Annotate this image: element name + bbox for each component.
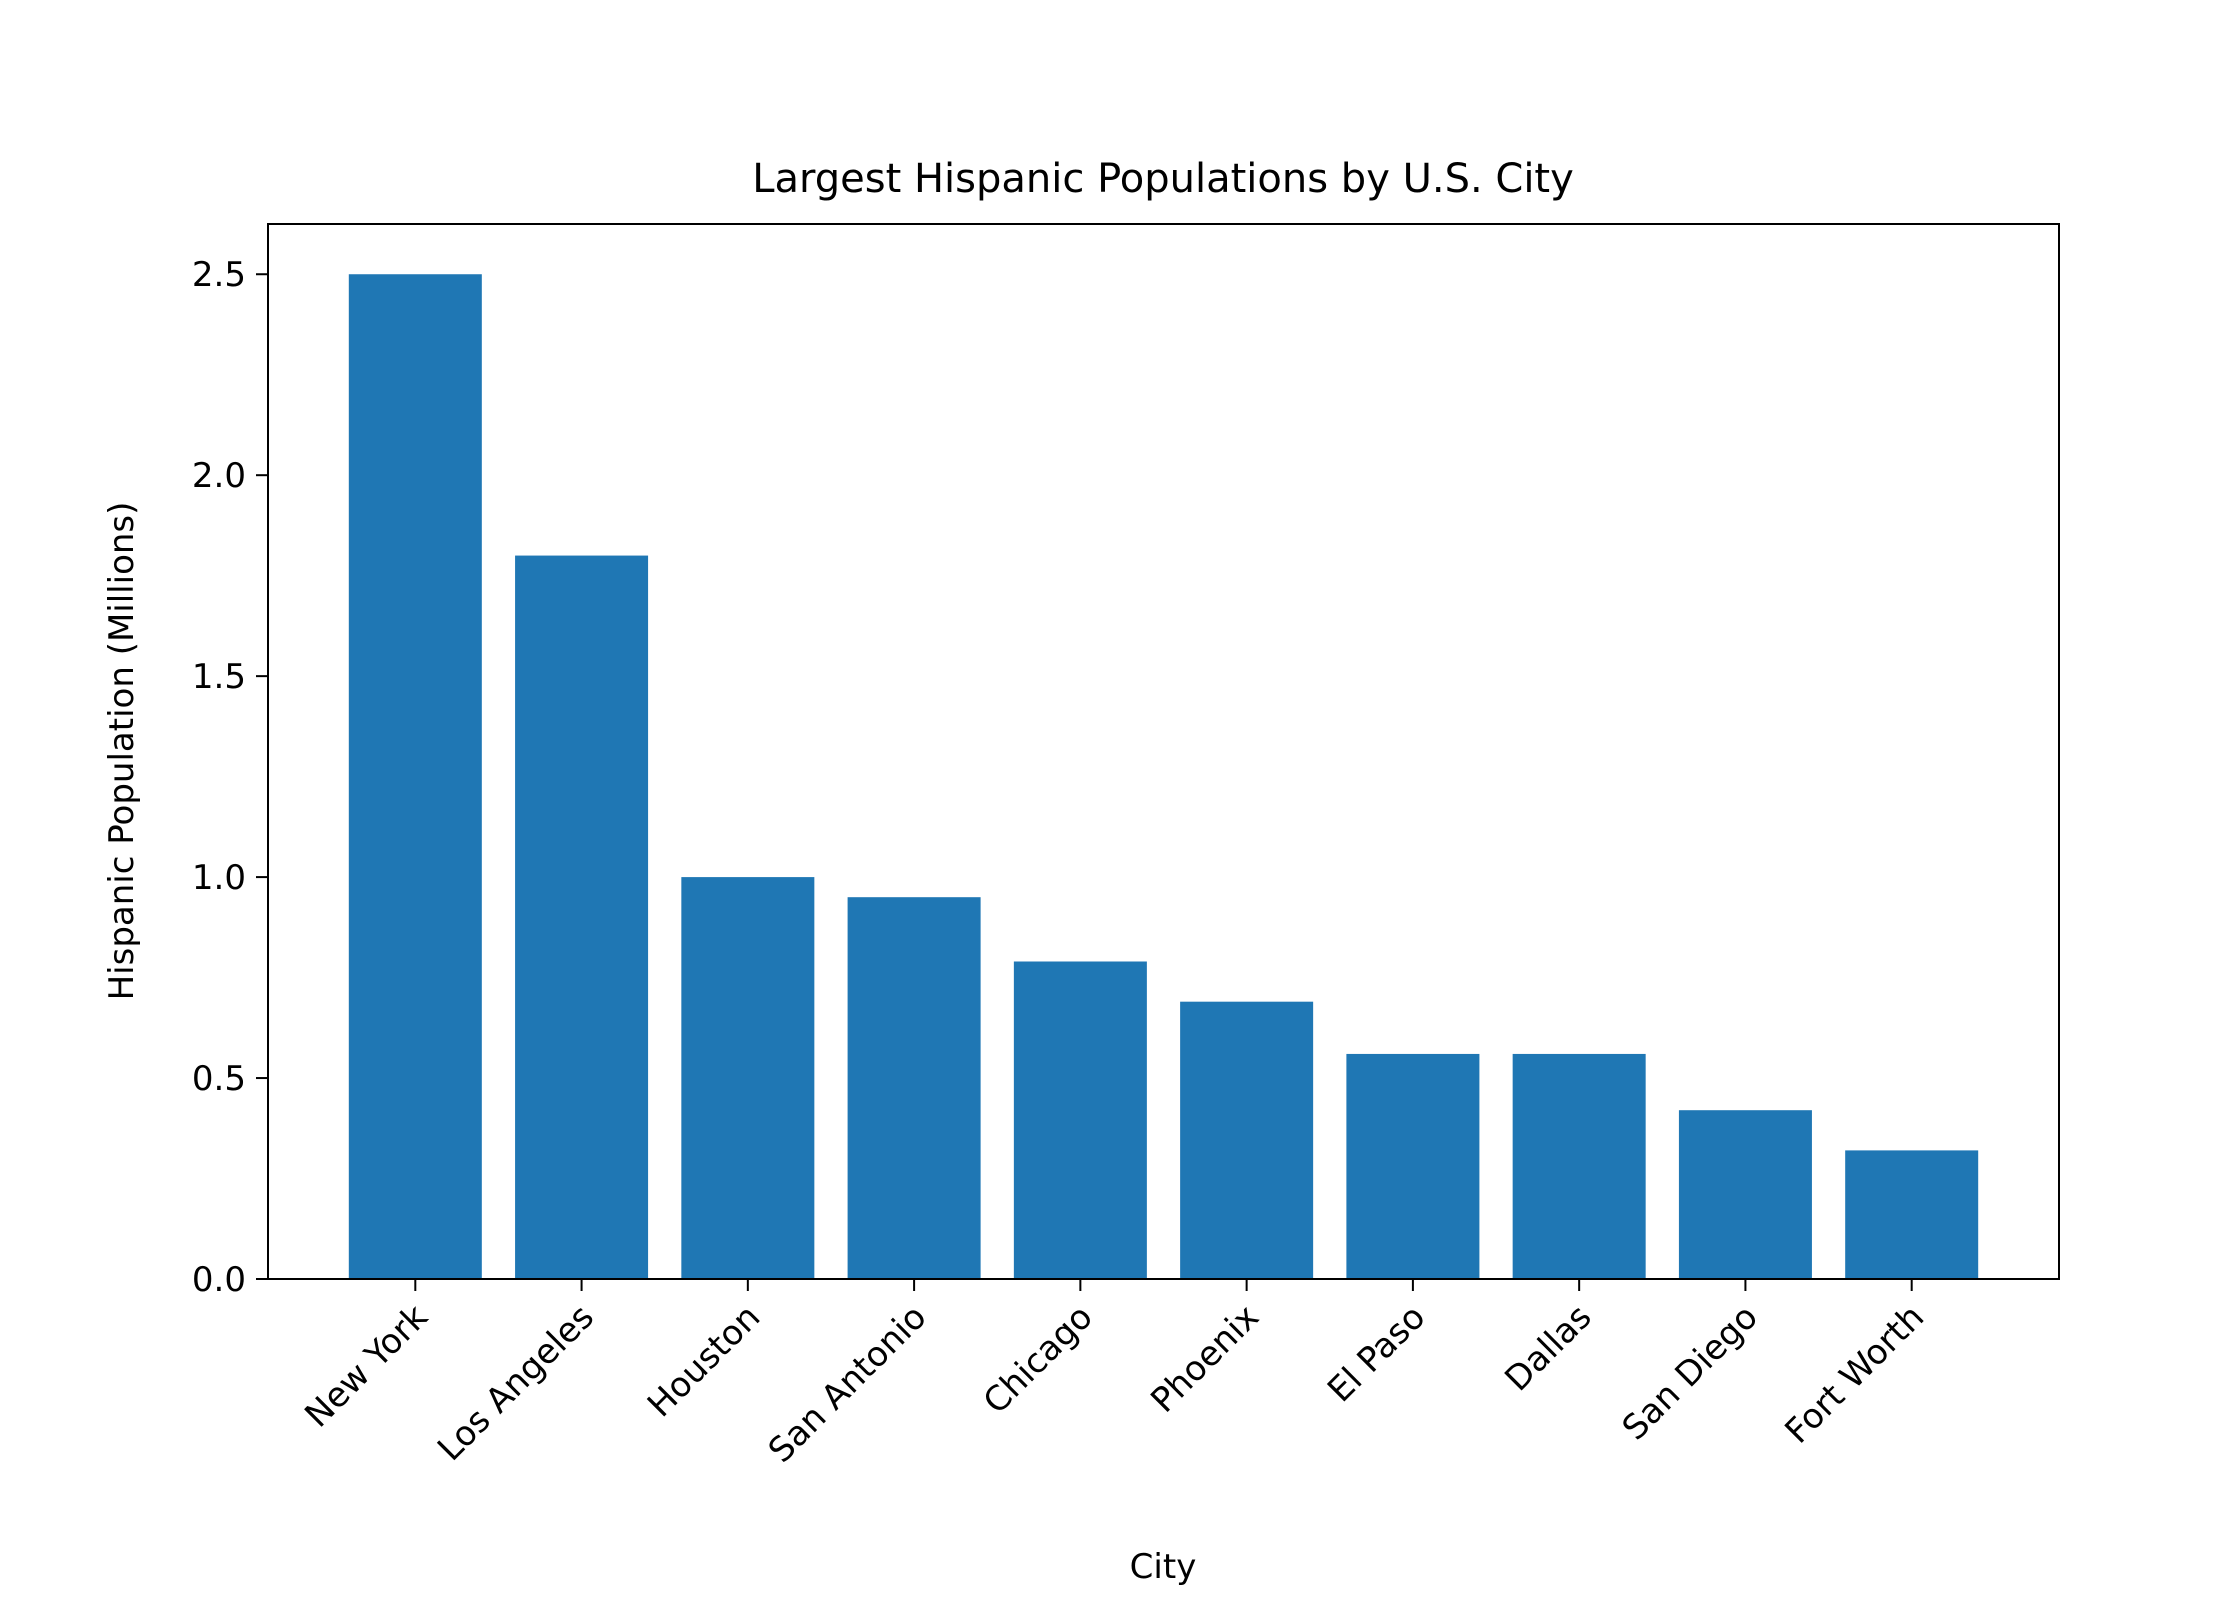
y-tick-label: 0.5 bbox=[192, 1059, 246, 1099]
x-tick-label: Los Angeles bbox=[430, 1297, 602, 1469]
x-tick-label: San Diego bbox=[1615, 1297, 1766, 1448]
chart-title: Largest Hispanic Populations by U.S. Cit… bbox=[752, 156, 1574, 202]
bar-new-york bbox=[348, 274, 482, 1279]
axes-frame bbox=[267, 223, 2060, 1280]
y-tick-label: 2.0 bbox=[192, 456, 246, 496]
x-tick-label: Chicago bbox=[976, 1297, 1101, 1422]
bar-san-diego bbox=[1678, 1110, 1812, 1279]
x-tick-label: Fort Worth bbox=[1778, 1297, 1933, 1452]
bar-el-paso bbox=[1346, 1053, 1480, 1279]
x-tick-label: Houston bbox=[640, 1297, 768, 1425]
x-tick-label: Dallas bbox=[1497, 1297, 1599, 1399]
x-axis-label: City bbox=[1130, 1547, 1197, 1587]
y-axis-label: Hispanic Population (Millions) bbox=[102, 502, 142, 1001]
bar-phoenix bbox=[1180, 1001, 1314, 1279]
y-tick-label: 1.5 bbox=[192, 657, 246, 697]
y-tick-label: 0.0 bbox=[192, 1260, 246, 1300]
x-tick-label: San Antonio bbox=[761, 1297, 935, 1471]
x-tick-label: El Paso bbox=[1320, 1297, 1433, 1410]
bar-san-antonio bbox=[847, 897, 981, 1279]
y-tick-label: 2.5 bbox=[192, 255, 246, 295]
bar-chicago bbox=[1013, 961, 1147, 1279]
bar-fort-worth bbox=[1845, 1150, 1979, 1279]
y-tick-label: 1.0 bbox=[192, 858, 246, 898]
x-tick-label: Phoenix bbox=[1143, 1297, 1267, 1421]
bar-los-angeles bbox=[515, 555, 649, 1279]
x-tick-label: New York bbox=[297, 1297, 436, 1436]
bar-houston bbox=[681, 877, 815, 1279]
bar-dallas bbox=[1512, 1053, 1646, 1279]
